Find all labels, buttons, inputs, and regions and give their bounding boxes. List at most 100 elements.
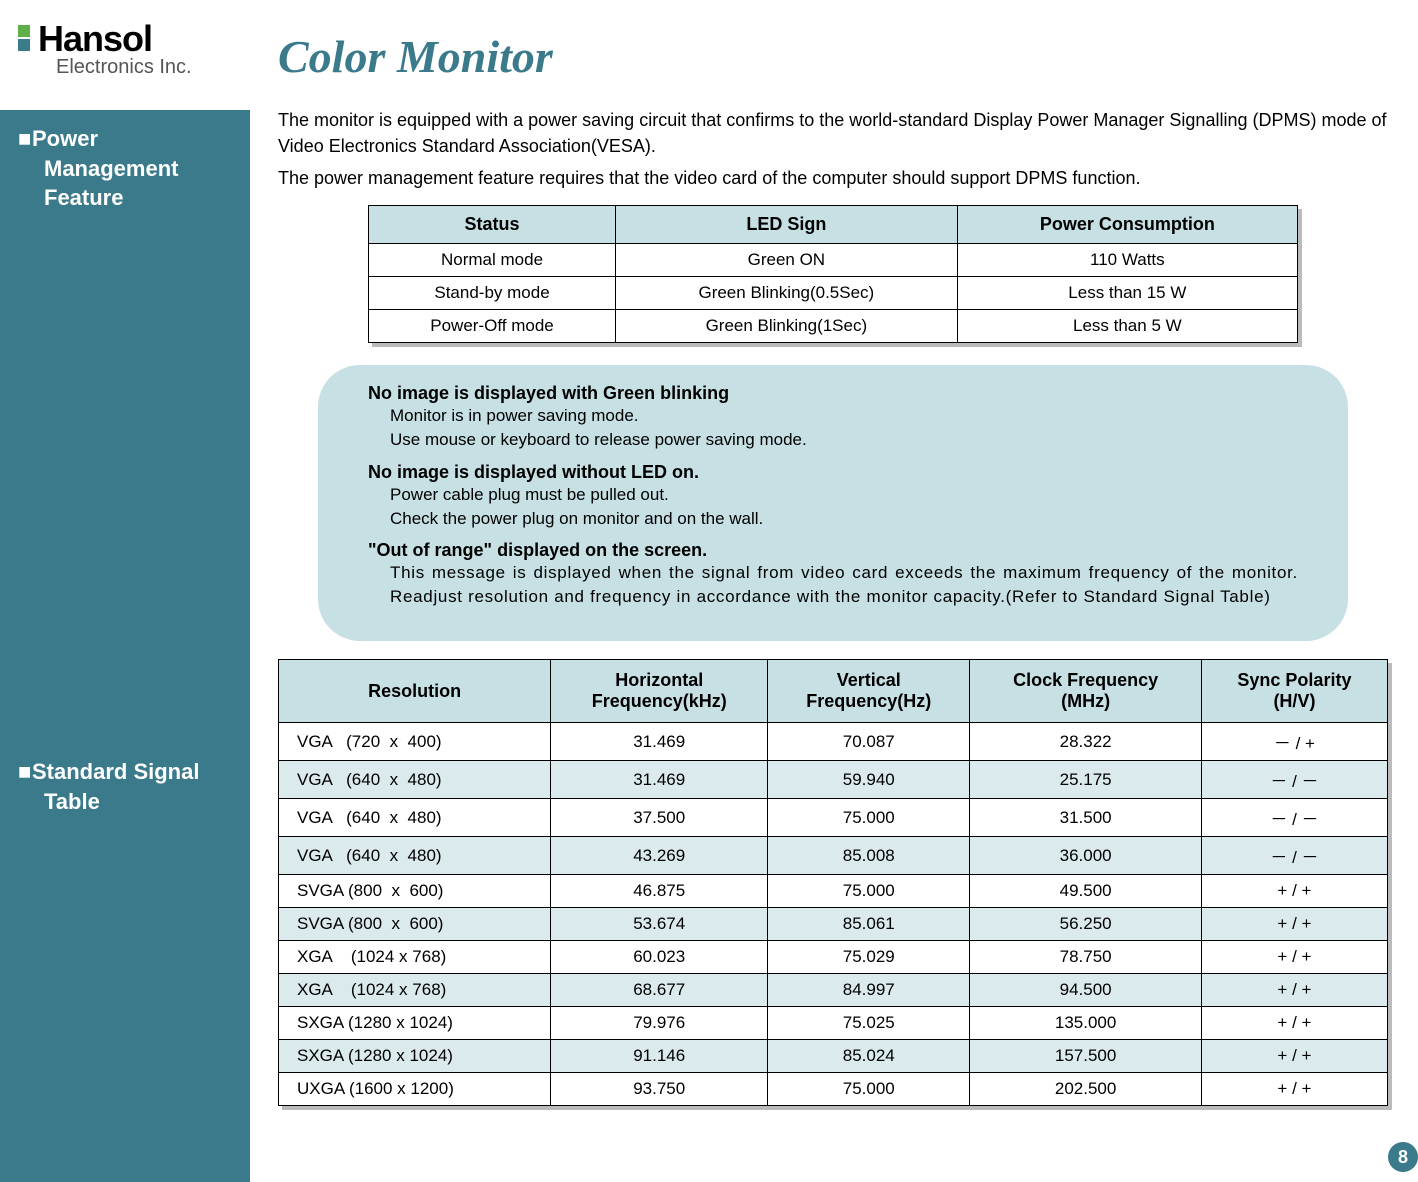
table-cell: 59.940 bbox=[768, 761, 970, 799]
table-row: VGA (640 x 480)31.46959.94025.175－ / － bbox=[279, 761, 1388, 799]
table-cell: 94.500 bbox=[970, 974, 1202, 1007]
bullet-icon: ■ bbox=[18, 124, 32, 154]
table-cell: XGA (1024 x 768) bbox=[279, 941, 551, 974]
table-cell: 202.500 bbox=[970, 1073, 1202, 1106]
table-cell: Less than 15 W bbox=[957, 277, 1297, 310]
table-cell: SVGA (800 x 600) bbox=[279, 875, 551, 908]
table-row: VGA (640 x 480)43.26985.00836.000－ / － bbox=[279, 837, 1388, 875]
table-cell: 75.000 bbox=[768, 1073, 970, 1106]
table-cell: 46.875 bbox=[551, 875, 768, 908]
table-cell: + / + bbox=[1201, 875, 1387, 908]
table-cell: + / + bbox=[1201, 941, 1387, 974]
table-cell: + / + bbox=[1201, 1040, 1387, 1073]
table-cell: 85.024 bbox=[768, 1040, 970, 1073]
table-row: SXGA (1280 x 1024)91.14685.024157.500+ /… bbox=[279, 1040, 1388, 1073]
callout-item: "Out of range" displayed on the screen.T… bbox=[368, 540, 1298, 609]
table-cell: Less than 5 W bbox=[957, 310, 1297, 343]
col-header: Sync Polarity(H/V) bbox=[1201, 660, 1387, 723]
callout-heading: No image is displayed with Green blinkin… bbox=[368, 383, 1298, 404]
col-header: Resolution bbox=[279, 660, 551, 723]
logo-block: Hansol Electronics Inc. bbox=[0, 0, 250, 110]
table-header-row: Status LED Sign Power Consumption bbox=[369, 206, 1298, 244]
table-cell: Normal mode bbox=[369, 244, 616, 277]
callout-body: Power cable plug must be pulled out. bbox=[368, 483, 1298, 507]
table-cell: 70.087 bbox=[768, 723, 970, 761]
sidebar-label: Power bbox=[32, 126, 98, 151]
table-row: VGA (720 x 400)31.46970.08728.322－ / + bbox=[279, 723, 1388, 761]
sidebar-label: Table bbox=[18, 787, 238, 817]
page-number-badge: 8 bbox=[1388, 1142, 1418, 1172]
table-cell: 31.469 bbox=[551, 761, 768, 799]
signal-table: ResolutionHorizontalFrequency(kHz)Vertic… bbox=[278, 659, 1388, 1106]
table-cell: 36.000 bbox=[970, 837, 1202, 875]
table-cell: 93.750 bbox=[551, 1073, 768, 1106]
table-cell: 85.061 bbox=[768, 908, 970, 941]
callout-item: No image is displayed without LED on.Pow… bbox=[368, 462, 1298, 531]
callout-heading: "Out of range" displayed on the screen. bbox=[368, 540, 1298, 561]
table-cell: － / + bbox=[1201, 723, 1387, 761]
table-cell: VGA (720 x 400) bbox=[279, 723, 551, 761]
table-row: Power-Off modeGreen Blinking(1Sec)Less t… bbox=[369, 310, 1298, 343]
table-cell: 25.175 bbox=[970, 761, 1202, 799]
power-table: Status LED Sign Power Consumption Normal… bbox=[368, 205, 1298, 343]
table-cell: Green ON bbox=[616, 244, 958, 277]
table-cell: 43.269 bbox=[551, 837, 768, 875]
table-cell: VGA (640 x 480) bbox=[279, 837, 551, 875]
col-led: LED Sign bbox=[616, 206, 958, 244]
callout-body: Use mouse or keyboard to release power s… bbox=[368, 428, 1298, 452]
bullet-icon: ■ bbox=[18, 757, 32, 787]
table-row: SVGA (800 x 600)53.67485.06156.250+ / + bbox=[279, 908, 1388, 941]
table-cell: 31.500 bbox=[970, 799, 1202, 837]
table-cell: + / + bbox=[1201, 1073, 1387, 1106]
table-cell: 60.023 bbox=[551, 941, 768, 974]
logo-brand-text: Hansol bbox=[38, 18, 152, 59]
table-row: VGA (640 x 480)37.50075.00031.500－ / － bbox=[279, 799, 1388, 837]
table-cell: UXGA (1600 x 1200) bbox=[279, 1073, 551, 1106]
table-cell: 75.025 bbox=[768, 1007, 970, 1040]
table-row: Normal modeGreen ON110 Watts bbox=[369, 244, 1298, 277]
table-cell: 75.029 bbox=[768, 941, 970, 974]
table-cell: SVGA (800 x 600) bbox=[279, 908, 551, 941]
sidebar-section-power: ■Power Management Feature bbox=[0, 110, 250, 223]
sidebar-spacer bbox=[0, 223, 250, 743]
table-row: SXGA (1280 x 1024)79.97675.025135.000+ /… bbox=[279, 1007, 1388, 1040]
sidebar: Hansol Electronics Inc. ■Power Managemen… bbox=[0, 0, 250, 1182]
callout-heading: No image is displayed without LED on. bbox=[368, 462, 1298, 483]
table-cell: 78.750 bbox=[970, 941, 1202, 974]
main-content: Color Monitor The monitor is equipped wi… bbox=[250, 0, 1418, 1182]
table-row: UXGA (1600 x 1200)93.75075.000202.500+ /… bbox=[279, 1073, 1388, 1106]
table-cell: 135.000 bbox=[970, 1007, 1202, 1040]
sidebar-label: Management bbox=[18, 154, 238, 184]
table-cell: 53.674 bbox=[551, 908, 768, 941]
table-cell: 31.469 bbox=[551, 723, 768, 761]
sidebar-label: Feature bbox=[18, 183, 238, 213]
table-cell: － / － bbox=[1201, 837, 1387, 875]
table-cell: 75.000 bbox=[768, 875, 970, 908]
table-cell: SXGA (1280 x 1024) bbox=[279, 1040, 551, 1073]
table-row: SVGA (800 x 600)46.87575.00049.500+ / + bbox=[279, 875, 1388, 908]
table-cell: Green Blinking(1Sec) bbox=[616, 310, 958, 343]
signal-table-wrap: ResolutionHorizontalFrequency(kHz)Vertic… bbox=[278, 659, 1388, 1106]
table-cell: + / + bbox=[1201, 908, 1387, 941]
table-cell: VGA (640 x 480) bbox=[279, 799, 551, 837]
troubleshoot-callout: No image is displayed with Green blinkin… bbox=[318, 365, 1348, 641]
table-cell: 79.976 bbox=[551, 1007, 768, 1040]
table-cell: Stand-by mode bbox=[369, 277, 616, 310]
table-cell: － / － bbox=[1201, 761, 1387, 799]
table-cell: － / － bbox=[1201, 799, 1387, 837]
col-header: HorizontalFrequency(kHz) bbox=[551, 660, 768, 723]
table-row: XGA (1024 x 768)68.67784.99794.500+ / + bbox=[279, 974, 1388, 1007]
callout-item: No image is displayed with Green blinkin… bbox=[368, 383, 1298, 452]
table-cell: + / + bbox=[1201, 974, 1387, 1007]
table-cell: + / + bbox=[1201, 1007, 1387, 1040]
logo-brand: Hansol bbox=[18, 18, 240, 60]
table-cell: 49.500 bbox=[970, 875, 1202, 908]
table-cell: Green Blinking(0.5Sec) bbox=[616, 277, 958, 310]
table-cell: 56.250 bbox=[970, 908, 1202, 941]
table-cell: 28.322 bbox=[970, 723, 1202, 761]
sidebar-section-signal: ■Standard Signal Table bbox=[0, 743, 250, 826]
table-cell: 68.677 bbox=[551, 974, 768, 1007]
col-header: VerticalFrequency(Hz) bbox=[768, 660, 970, 723]
table-cell: 91.146 bbox=[551, 1040, 768, 1073]
callout-body: Monitor is in power saving mode. bbox=[368, 404, 1298, 428]
